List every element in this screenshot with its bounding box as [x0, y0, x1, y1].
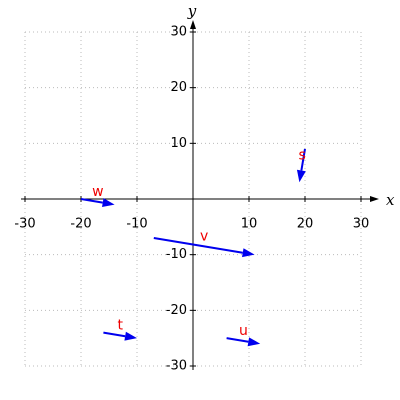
x-tick-label: 10	[241, 217, 258, 232]
vector-shaft	[300, 148, 306, 171]
x-axis-label: x	[386, 191, 395, 209]
vector-shaft	[226, 337, 249, 343]
x-tick-label: 20	[297, 217, 314, 232]
vector-head	[242, 248, 255, 258]
x-tick-label: -10	[126, 217, 147, 232]
y-tick-label: 20	[170, 80, 187, 95]
x-tick-label: 30	[353, 217, 370, 232]
vector-head	[247, 337, 261, 347]
vector-shaft	[80, 198, 103, 204]
y-tick-label: 10	[170, 136, 187, 151]
vector-head	[296, 169, 306, 183]
y-axis-arrow	[190, 20, 196, 29]
vector-head	[124, 331, 137, 341]
vector-shaft	[103, 331, 126, 338]
x-tick-label: -30	[14, 217, 35, 232]
y-tick-label: -30	[166, 359, 187, 374]
y-axis-label: y	[187, 2, 197, 20]
vector-head	[102, 198, 115, 208]
vector-label: s	[299, 148, 306, 164]
y-tick-label: -10	[166, 247, 187, 262]
x-tick-label: -20	[70, 217, 91, 232]
vector-label: v	[200, 228, 208, 244]
x-axis-arrow	[370, 196, 379, 202]
vector-label: t	[117, 317, 123, 333]
y-tick-label: 30	[170, 25, 187, 40]
y-tick-label: -20	[166, 303, 187, 318]
vector-label: w	[92, 184, 103, 200]
vector-shaft	[153, 236, 243, 254]
vector-label: u	[239, 323, 248, 339]
